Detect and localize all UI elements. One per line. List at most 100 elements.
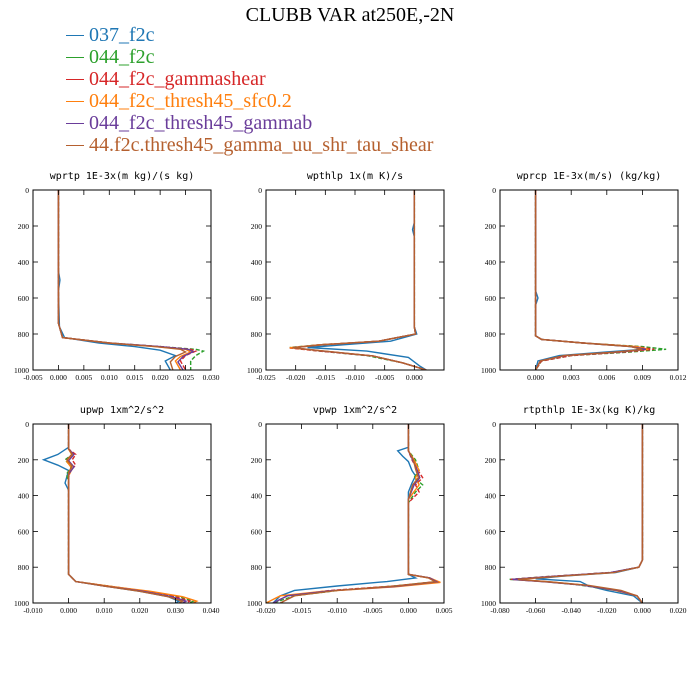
y-tick-label: 0 — [25, 186, 29, 195]
series-line — [534, 190, 667, 370]
y-tick-label: 600 — [251, 527, 263, 536]
y-tick-label: 1000 — [247, 366, 262, 375]
series-line — [57, 190, 193, 370]
x-tick-label: -0.015 — [292, 606, 312, 615]
legend: 037_f2c 044_f2c 044_f2c_gammashear 044_f2c_… — [66, 24, 433, 156]
legend-item: 044_f2c_thresh45_sfc0.2 — [66, 90, 433, 112]
x-tick-label: 0.009 — [634, 373, 651, 382]
series-line — [534, 190, 643, 370]
x-tick-label: 0.000 — [60, 606, 77, 615]
series-line — [292, 190, 427, 370]
legend-label: 044_f2c_thresh45_sfc0.2 — [89, 90, 292, 112]
x-tick-label: -0.005 — [375, 373, 395, 382]
x-tick-label: -0.010 — [23, 606, 43, 615]
y-tick-label: 800 — [485, 330, 497, 339]
y-tick-label: 0 — [258, 186, 262, 195]
series-line — [307, 190, 427, 370]
x-tick-label: 0.000 — [406, 373, 423, 382]
x-tick-label: 0.005 — [436, 606, 453, 615]
plot-frame — [499, 189, 679, 371]
x-tick-label: -0.010 — [345, 373, 365, 382]
legend-swatch — [66, 100, 84, 102]
legend-label: 44.f2c.thresh45_gamma_uu_shr_tau_shear — [89, 134, 434, 156]
x-tick-label: -0.015 — [316, 373, 336, 382]
y-tick-label: 400 — [18, 492, 30, 501]
series-line — [508, 424, 644, 603]
plot-frame — [265, 423, 445, 604]
x-tick-label: -0.020 — [286, 373, 306, 382]
chart-panel: wpthlp 1x(m K)/s -0.025 -0.020 -0.015 -0.010… — [247, 171, 445, 382]
x-tick-label: -0.040 — [562, 606, 582, 615]
y-tick-label: 1000 — [481, 366, 496, 375]
legend-item: 44.f2c.thresh45_gamma_uu_shr_tau_shear — [66, 134, 433, 156]
x-tick-label: -0.005 — [363, 606, 383, 615]
y-tick-label: 600 — [485, 527, 497, 536]
x-tick-label: -0.010 — [328, 606, 348, 615]
y-tick-label: 400 — [251, 492, 263, 501]
panel-title: wprcp 1E-3x(m/s) (kg/kg) — [517, 171, 662, 182]
legend-label: 044_f2c — [89, 46, 155, 68]
legend-swatch — [66, 144, 84, 146]
y-tick-label: 200 — [485, 222, 497, 231]
y-tick-label: 200 — [18, 222, 30, 231]
series-line — [272, 424, 418, 603]
page-title: CLUBB VAR at250E,-2N — [245, 4, 455, 26]
legend-label: 044_f2c_gammashear — [89, 68, 266, 90]
series-line — [67, 424, 192, 603]
series-line — [57, 190, 198, 370]
series-line — [65, 424, 199, 603]
x-tick-label: 0.030 — [203, 373, 220, 382]
chart-panel: vpwp 1xm^2/s^2 -0.020 -0.015 -0.010 -0.005 0.… — [247, 405, 453, 615]
x-tick-label: 0.040 — [203, 606, 220, 615]
series-line — [57, 190, 195, 370]
chart-panel: upwp 1xm^2/s^2 -0.010 0.000 0.010 0.020 0.030… — [14, 405, 220, 615]
series-line — [266, 424, 441, 603]
x-tick-label: 0.020 — [152, 373, 169, 382]
y-tick-label: 400 — [251, 258, 263, 267]
x-tick-label: 0.000 — [400, 606, 417, 615]
panel-title: wprtp 1E-3x(m kg)/(s kg) — [50, 171, 195, 182]
y-tick-label: 1000 — [14, 366, 29, 375]
y-tick-label: 0 — [492, 186, 496, 195]
y-tick-label: 600 — [18, 527, 30, 536]
series-line — [67, 424, 188, 603]
chart-panel: wprcp 1E-3x(m/s) (kg/kg) 0.000 0.003 0.006 0… — [481, 171, 687, 382]
legend-item: 044_f2c_gammashear — [66, 68, 433, 90]
legend-swatch — [66, 56, 84, 58]
series-line — [534, 190, 655, 370]
y-tick-label: 400 — [485, 258, 497, 267]
legend-swatch — [66, 78, 84, 80]
y-tick-label: 1000 — [481, 599, 496, 608]
y-tick-label: 0 — [25, 420, 29, 429]
plot-frame — [499, 423, 679, 604]
x-tick-label: -0.025 — [256, 373, 276, 382]
y-tick-label: 1000 — [247, 599, 262, 608]
series-line — [57, 190, 206, 370]
y-tick-label: 400 — [18, 258, 30, 267]
panel-title: wpthlp 1x(m K)/s — [307, 171, 403, 182]
x-tick-label: -0.020 — [597, 606, 617, 615]
series-line — [57, 190, 188, 370]
chart-panel: rtpthlp 1E-3x(kg K)/kg -0.080 -0.060 -0.040… — [481, 405, 687, 615]
x-tick-label: 0.003 — [563, 373, 580, 382]
y-tick-label: 800 — [18, 330, 30, 339]
y-tick-label: 800 — [251, 563, 263, 572]
legend-label: 044_f2c_thresh45_gammab — [89, 112, 313, 134]
y-tick-label: 200 — [485, 456, 497, 465]
y-tick-label: 0 — [258, 420, 262, 429]
x-tick-label: -0.080 — [490, 606, 510, 615]
y-tick-label: 800 — [18, 563, 30, 572]
x-tick-label: 0.020 — [670, 606, 687, 615]
x-tick-label: 0.000 — [527, 373, 544, 382]
legend-swatch — [66, 122, 84, 124]
legend-item: 037_f2c — [66, 24, 433, 46]
x-tick-label: 0.000 — [50, 373, 67, 382]
x-tick-label: 0.012 — [670, 373, 687, 382]
legend-swatch — [66, 34, 84, 36]
series-line — [512, 424, 644, 603]
x-tick-label: 0.020 — [131, 606, 148, 615]
x-tick-label: 0.010 — [96, 606, 113, 615]
y-tick-label: 200 — [18, 456, 30, 465]
series-line — [514, 424, 644, 603]
